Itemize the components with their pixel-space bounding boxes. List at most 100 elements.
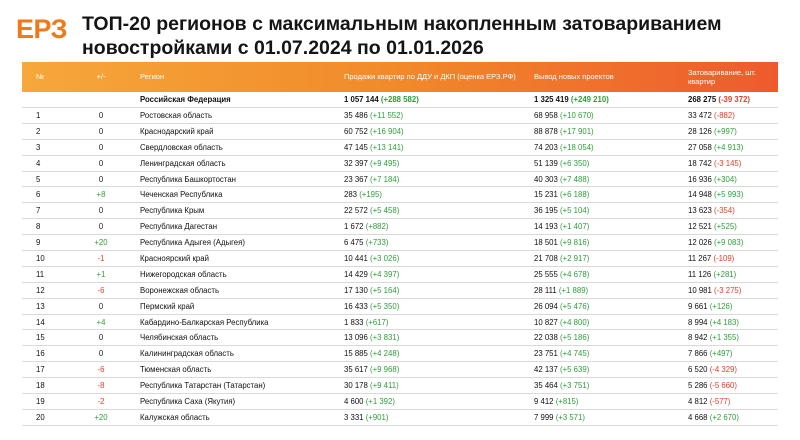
- stock-value: 12 521: [688, 222, 712, 232]
- projects-value: 23 751: [534, 349, 558, 359]
- stock-change: (+497): [709, 349, 733, 359]
- stock-change: (+1 355): [709, 333, 739, 343]
- cell-projects: 40 303 (+7 488): [534, 175, 688, 184]
- stock-change: (+525): [714, 222, 737, 232]
- sales-value: 1 672: [344, 222, 364, 232]
- table-row: 12 -6 Воронежская область 17 130 (+5 164…: [22, 283, 778, 299]
- stock-change: (+9 083): [714, 238, 744, 248]
- cell-region: Калининградская область: [140, 349, 234, 359]
- sales-value: 23 367: [344, 174, 368, 184]
- cell-num: 4: [36, 158, 41, 168]
- cell-sales: 10 441 (+3 026): [344, 254, 534, 263]
- stock-value: 268 275: [688, 95, 717, 104]
- cell-projects: 1 325 419 (+249 210): [534, 95, 688, 104]
- projects-change: (+5 476): [560, 301, 590, 311]
- header-num: №: [36, 72, 45, 82]
- projects-change: (+1 889): [558, 285, 589, 295]
- cell-sales: 283 (+195): [344, 190, 534, 199]
- cell-region: Тюменская область: [140, 365, 212, 375]
- sales-value: 3 331: [344, 412, 364, 422]
- projects-value: 28 111: [534, 285, 557, 295]
- cell-region: Республика Дагестан: [140, 222, 218, 232]
- cell-projects: 26 094 (+5 476): [534, 302, 688, 311]
- projects-change: (+5 186): [560, 333, 590, 343]
- cell-stock: 12 026 (+9 083): [688, 238, 778, 247]
- cell-num: 1: [36, 110, 41, 120]
- stock-change: (-109): [713, 253, 735, 263]
- sales-value: 47 145: [344, 142, 368, 152]
- cell-num: 20: [36, 412, 45, 422]
- page-title: ТОП-20 регионов с максимальным накопленн…: [82, 13, 722, 59]
- projects-value: 1 325 419: [534, 95, 569, 104]
- cell-num: 16: [36, 349, 45, 359]
- projects-value: 21 708: [534, 253, 558, 263]
- cell-stock: 10 981 (-3 275): [688, 286, 778, 295]
- stock-change: (+126): [709, 301, 733, 311]
- header-stock: Затоваривание, шт. квартир: [688, 67, 756, 87]
- cell-projects: 51 139 (+6 350): [534, 159, 688, 168]
- table-row: 15 0 Челябинская область 13 096 (+3 831)…: [22, 330, 778, 347]
- table-row: 11 +1 Нижегородская область 14 429 (+4 3…: [22, 267, 778, 283]
- cell-sales: 4 600 (+1 392): [344, 397, 534, 406]
- sales-change: (+9 968): [370, 365, 400, 375]
- sales-value: 1 057 144: [344, 95, 379, 104]
- cell-num: 14: [36, 317, 45, 327]
- cell-num: 12: [36, 285, 45, 295]
- cell-region: Кабардино-Балкарская Республика: [140, 317, 269, 327]
- cell-sales: 17 130 (+5 164): [344, 286, 534, 295]
- sales-value: 6 475: [344, 238, 364, 248]
- sales-value: 35 617: [344, 365, 368, 375]
- cell-delta: -1: [97, 253, 105, 263]
- cell-delta: 0: [98, 110, 104, 120]
- cell-sales: 35 486 (+11 552): [344, 111, 534, 120]
- cell-delta: -2: [97, 396, 105, 406]
- header-delta: +/-: [96, 72, 106, 82]
- cell-region: Краснодарский край: [140, 126, 214, 136]
- cell-region: Нижегородская область: [140, 269, 227, 279]
- cell-num: 18: [36, 381, 45, 391]
- cell-stock: 7 866 (+497): [688, 349, 778, 358]
- projects-change: (+3 751): [560, 381, 590, 391]
- stock-value: 7 866: [688, 349, 708, 359]
- sales-change: (+7 184): [370, 174, 400, 184]
- projects-change: (+18 054): [560, 142, 594, 152]
- sales-change: (+9 495): [370, 158, 400, 168]
- projects-value: 68 958: [534, 110, 558, 120]
- stock-change: (+5 993): [714, 190, 744, 200]
- cell-sales: 3 331 (+901): [344, 413, 534, 422]
- projects-change: (+7 488): [560, 174, 590, 184]
- projects-value: 18 501: [534, 238, 558, 248]
- cell-stock: 33 472 (-882): [688, 111, 778, 120]
- cell-region: Республика Башкортостан: [140, 174, 236, 184]
- cell-delta: -8: [97, 381, 105, 391]
- cell-delta: 0: [98, 301, 104, 311]
- sales-change: (+3 831): [370, 333, 400, 343]
- cell-stock: 6 520 (-4 329): [688, 365, 778, 374]
- cell-region: Чеченская Республика: [140, 190, 223, 200]
- sales-change: (+13 141): [370, 142, 404, 152]
- cell-region: Ленинградская область: [140, 158, 226, 168]
- cell-delta: 0: [98, 206, 104, 216]
- cell-projects: 18 501 (+9 816): [534, 238, 688, 247]
- sales-change: (+901): [365, 412, 389, 422]
- cell-projects: 10 827 (+4 800): [534, 318, 688, 327]
- projects-change: (+9 816): [560, 238, 590, 248]
- cell-projects: 74 203 (+18 054): [534, 143, 688, 152]
- table-row: 16 0 Калининградская область 15 885 (+4 …: [22, 346, 778, 363]
- projects-change: (+10 670): [560, 110, 594, 120]
- cell-projects: 14 193 (+1 407): [534, 222, 688, 231]
- cell-projects: 36 195 (+5 104): [534, 206, 688, 215]
- cell-sales: 15 885 (+4 248): [344, 349, 534, 358]
- table-header: № +/- Регион Продажи квартир по ДДУ и ДК…: [22, 62, 778, 92]
- stock-value: 27 058: [688, 142, 712, 152]
- cell-num: 11: [36, 269, 45, 279]
- sales-value: 14 429: [344, 269, 368, 279]
- projects-value: 10 827: [534, 317, 558, 327]
- cell-sales: 1 833 (+617): [344, 318, 534, 327]
- cell-projects: 7 999 (+3 571): [534, 413, 688, 422]
- table-row: 6 +8 Чеченская Республика 283 (+195) 15 …: [22, 187, 778, 204]
- cell-delta: 0: [98, 349, 104, 359]
- table-row: 17 -6 Тюменская область 35 617 (+9 968) …: [22, 362, 778, 379]
- sales-value: 60 752: [344, 126, 368, 136]
- table-row: 13 0 Пермский край 16 433 (+5 350) 26 09…: [22, 299, 778, 315]
